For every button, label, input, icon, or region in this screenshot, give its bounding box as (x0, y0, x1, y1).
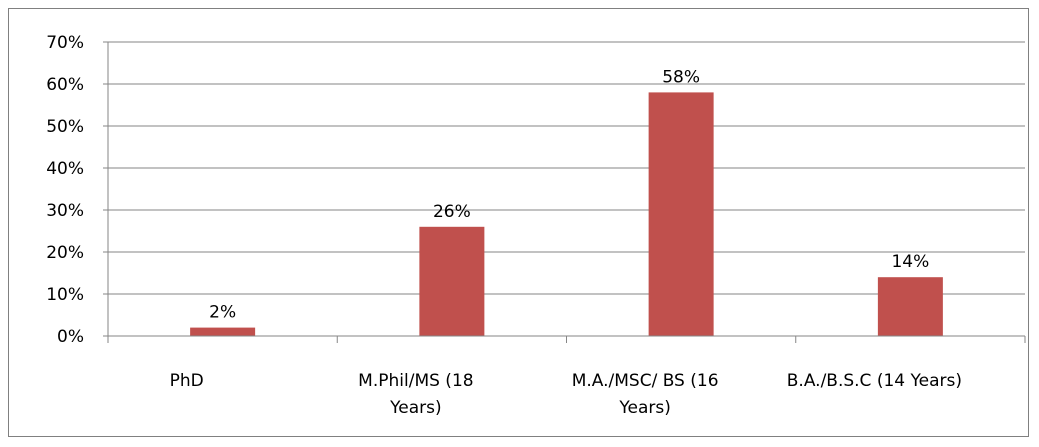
x-tick-label: M.A./MSC/ BS (16 (572, 371, 719, 391)
x-tick-label: PhD (170, 371, 204, 391)
data-label: 2% (209, 303, 236, 323)
y-axis-ticks: 0% 10% 20% 30% 40% 50% 60% 70% (46, 33, 108, 347)
y-tick-label: 50% (46, 117, 84, 137)
y-tick-label: 60% (46, 75, 84, 95)
y-tick-label: 40% (46, 159, 84, 179)
bars (190, 92, 943, 337)
bar (419, 226, 485, 336)
x-tick-label: Years) (618, 398, 670, 418)
data-label: 58% (662, 67, 700, 87)
bar (190, 327, 256, 336)
data-label: 14% (891, 252, 929, 272)
gridlines (108, 41, 1025, 295)
bar (877, 277, 943, 336)
data-label: 26% (433, 202, 471, 222)
data-labels: 2% 26% 58% 14% (209, 67, 929, 322)
x-axis-labels: PhD M.Phil/MS (18 Years) M.A./MSC/ BS (16 Ye… (170, 371, 962, 418)
y-tick-label: 20% (46, 243, 84, 263)
chart-frame (8, 8, 1029, 437)
x-tick-label: Years) (389, 398, 441, 418)
y-tick-label: 10% (46, 285, 84, 305)
x-tick-label: B.A./B.S.C (14 Years) (787, 371, 962, 391)
x-axis (107, 42, 1026, 343)
y-tick-label: 30% (46, 201, 84, 221)
x-tick-label: M.Phil/MS (18 (358, 371, 473, 391)
y-tick-label: 0% (57, 327, 84, 347)
bar (648, 92, 714, 337)
y-tick-label: 70% (46, 33, 84, 53)
